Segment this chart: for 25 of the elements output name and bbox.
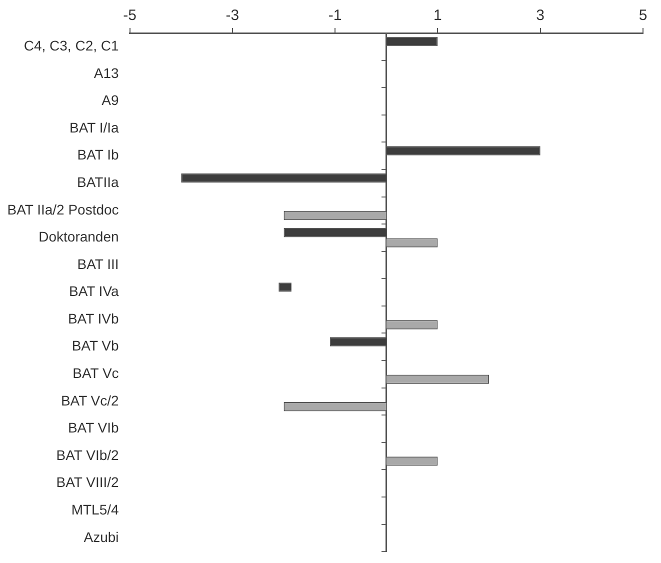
x-tick-label: -1 (328, 7, 342, 24)
x-tick-label: 5 (638, 7, 648, 24)
y-tick-label: BAT VIb/2 (56, 446, 120, 463)
y-tick-label: Doktoranden (38, 228, 119, 245)
y-tick-label: C4, C3, C2, C1 (24, 38, 119, 54)
y-tick-label: BAT Vb (72, 338, 120, 354)
x-tick-label: -5 (123, 7, 136, 24)
y-tick-label: MTL5/4 (71, 502, 119, 518)
y-tick-label: BAT VIb (68, 420, 120, 436)
x-tick-label: 1 (434, 7, 442, 24)
y-tick-label: BAT IIa/2 Postdoc (7, 201, 119, 218)
y-tick-label: BAT Ib (77, 146, 119, 163)
y-tick-label: Azubi (84, 528, 119, 545)
x-tick-label: -3 (226, 7, 240, 24)
y-tick-label: BAT IVb (68, 310, 120, 326)
y-tick-label: BAT III (77, 256, 119, 272)
y-tick-label: BAT I/Ia (70, 119, 120, 136)
y-tick-label: BAT IVa (68, 283, 119, 300)
y-tick-label: A13 (94, 64, 119, 81)
y-tick-label: BAT Vc/2 (60, 392, 120, 408)
y-tick-label: BATIIa (77, 174, 119, 190)
y-tick-label: A9 (102, 92, 120, 108)
y-tick-label: BAT Vc (72, 365, 119, 382)
y-tick-label: BAT VIII/2 (56, 474, 119, 490)
x-tick-label: 3 (536, 7, 545, 24)
